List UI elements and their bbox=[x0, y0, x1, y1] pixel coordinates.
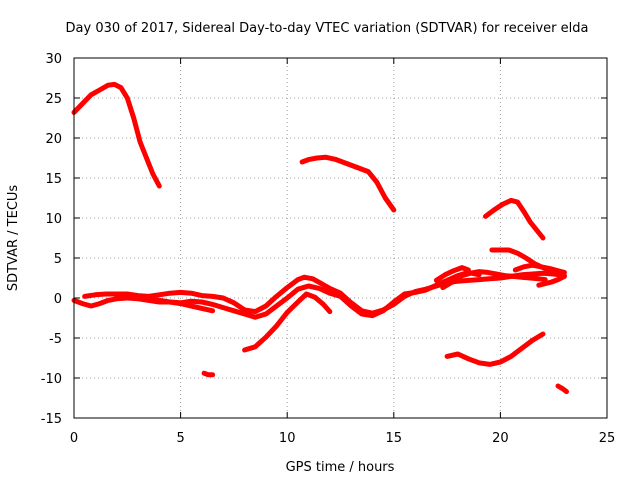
series-arc-14 bbox=[201, 370, 216, 378]
series-arc-12 bbox=[242, 291, 333, 353]
chart-title: Day 030 of 2017, Sidereal Day-to-day VTE… bbox=[66, 21, 589, 36]
series-arc-15 bbox=[555, 383, 569, 395]
y-axis-label: SDTVAR / TECUs bbox=[6, 185, 21, 292]
series-arc-3 bbox=[483, 197, 546, 241]
plot-frame bbox=[73, 57, 608, 419]
y-tick-label: 15 bbox=[45, 172, 62, 187]
y-tick-label: -5 bbox=[49, 332, 62, 347]
data-series bbox=[71, 81, 569, 395]
y-tick-label: 5 bbox=[54, 252, 62, 267]
series-arc-10 bbox=[440, 269, 548, 291]
x-tick-label: 25 bbox=[599, 431, 616, 446]
x-tick-label: 20 bbox=[492, 431, 509, 446]
series-arc-6 bbox=[512, 262, 567, 275]
x-tick-label: 10 bbox=[279, 431, 296, 446]
series-arc-1 bbox=[71, 81, 162, 189]
y-tick-label: 0 bbox=[54, 292, 62, 307]
series-arc-13 bbox=[444, 331, 546, 367]
x-tick-label: 5 bbox=[176, 431, 184, 446]
x-tick-label: 15 bbox=[386, 431, 403, 446]
series-arc-8 bbox=[82, 270, 567, 316]
series-arc-11 bbox=[433, 265, 471, 283]
axis-ticks: 0 5 10 15 20 25 -15 -10 -5 0 5 10 15 20 25 30 bbox=[41, 52, 616, 446]
y-tick-label: 10 bbox=[45, 212, 62, 227]
y-tick-label: 25 bbox=[45, 92, 62, 107]
series-arc-5 bbox=[536, 273, 567, 288]
series-arc-9 bbox=[114, 269, 482, 320]
y-tick-label: -15 bbox=[41, 412, 62, 427]
y-tick-label: 20 bbox=[45, 132, 62, 147]
x-axis-label: GPS time / hours bbox=[286, 460, 395, 475]
grid-lines bbox=[74, 58, 607, 418]
x-tick-label: 0 bbox=[70, 431, 78, 446]
series-arc-2 bbox=[299, 154, 397, 213]
y-tick-label: 30 bbox=[45, 52, 62, 67]
y-tick-label: -10 bbox=[41, 372, 62, 387]
